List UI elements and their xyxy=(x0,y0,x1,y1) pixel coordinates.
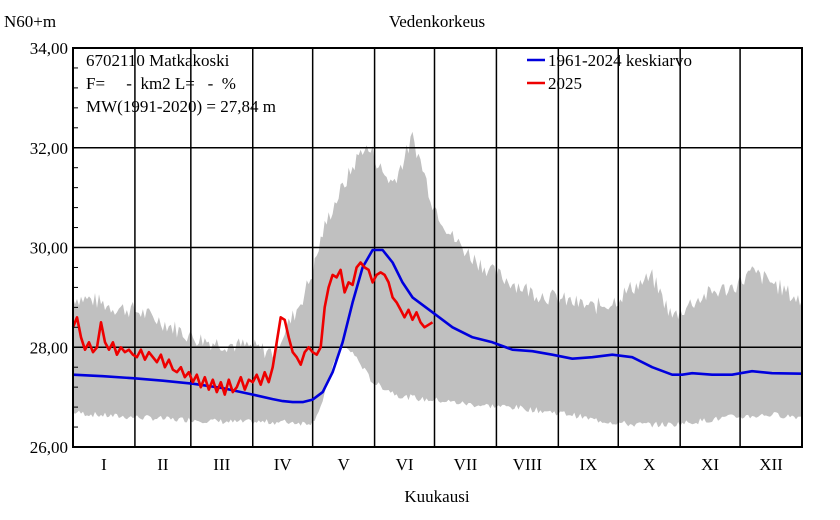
mean-water-level: MW(1991-2020) = 27,84 m xyxy=(86,97,276,116)
series-line-mean xyxy=(72,248,803,404)
x-tick-label-V: V xyxy=(337,455,350,474)
y-tick-label-0: 26,00 xyxy=(30,438,68,457)
x-tick-label-VI: VI xyxy=(396,455,414,474)
x-tick-label-VII: VII xyxy=(454,455,478,474)
grid xyxy=(73,48,802,447)
x-tick-label-II: II xyxy=(157,455,169,474)
y-tick-label-3: 32,00 xyxy=(30,139,68,158)
y-axis-label: N60+m xyxy=(4,12,56,31)
chart-title: Vedenkorkeus xyxy=(389,12,485,31)
station-name: 6702110 Matkakoski xyxy=(86,51,230,70)
x-tick-label-XI: XI xyxy=(701,455,719,474)
series-line-2025 xyxy=(71,261,434,396)
legend-label-mean: 1961-2024 keskiarvo xyxy=(548,51,692,70)
y-tick-label-4: 34,00 xyxy=(30,39,68,58)
x-tick-label-IV: IV xyxy=(274,455,293,474)
x-tick-label-III: III xyxy=(213,455,230,474)
x-tick-label-X: X xyxy=(643,455,655,474)
x-tick-label-VIII: VIII xyxy=(513,455,543,474)
x-axis-label: Kuukausi xyxy=(404,487,469,506)
range-band-area xyxy=(73,131,802,428)
x-tick-label-IX: IX xyxy=(579,455,597,474)
legend: 1961-2024 keskiarvo 2025 xyxy=(527,51,692,93)
y-tick-label-1: 28,00 xyxy=(30,338,68,357)
y-tick-label-2: 30,00 xyxy=(30,239,68,258)
x-tick-label-XII: XII xyxy=(759,455,783,474)
x-tick-label-I: I xyxy=(101,455,107,474)
station-info: 6702110 Matkakoski F= - km2 L= - % MW(19… xyxy=(86,51,276,116)
area-info: F= - km2 L= - % xyxy=(86,74,236,93)
series-lines xyxy=(71,248,803,404)
legend-label-current: 2025 xyxy=(548,74,582,93)
range-band xyxy=(73,131,802,428)
